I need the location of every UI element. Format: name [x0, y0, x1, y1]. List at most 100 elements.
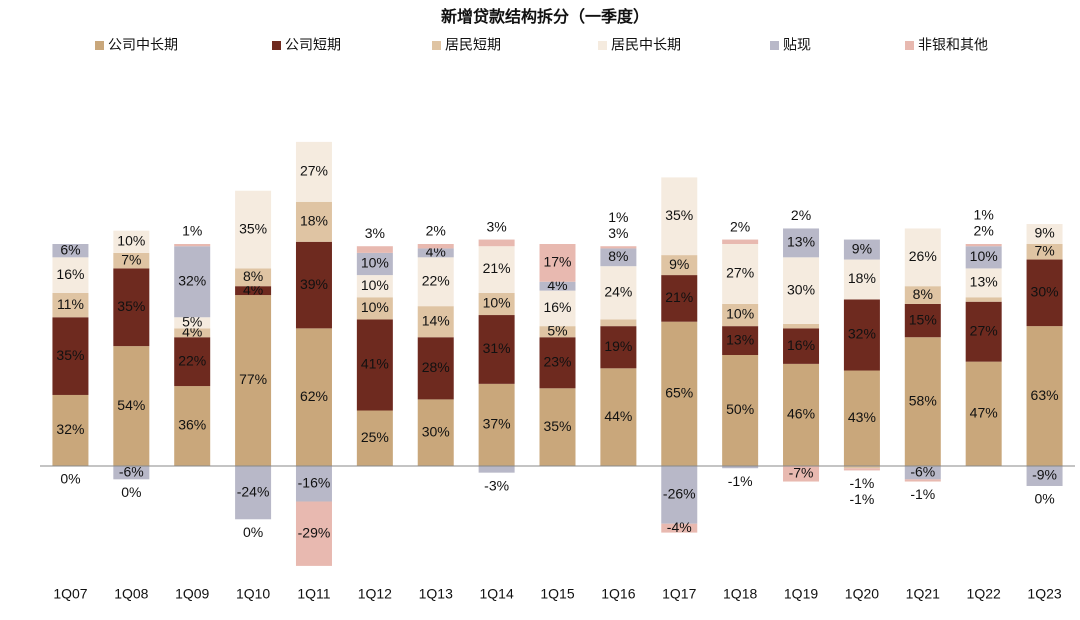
- bar-segment: [113, 346, 150, 466]
- bar-segment: [174, 244, 211, 247]
- data-label: -4%: [667, 519, 692, 535]
- data-label: 2%: [974, 223, 994, 239]
- data-label: 18%: [300, 213, 328, 229]
- data-label: 16%: [787, 337, 815, 353]
- data-label: 24%: [604, 284, 632, 300]
- data-label: 8%: [243, 268, 263, 284]
- bar-segment: [356, 252, 393, 276]
- bar-segment: [174, 317, 211, 329]
- data-label: -1%: [849, 491, 874, 507]
- bar-segment: [600, 248, 637, 267]
- legend-label: 公司中长期: [108, 37, 178, 53]
- data-label: 41%: [361, 356, 389, 372]
- bar-segment: [417, 257, 454, 307]
- data-label: 27%: [300, 163, 328, 179]
- bar-segment: [539, 388, 576, 466]
- bar-segment: [965, 297, 1002, 302]
- data-label: 16%: [56, 266, 84, 282]
- legend-swatch: [770, 41, 779, 50]
- x-tick-label: 1Q07: [53, 586, 87, 602]
- data-label: 15%: [909, 311, 937, 327]
- bar-segment: [478, 246, 515, 293]
- data-label: 8%: [608, 248, 628, 264]
- data-label: 10%: [483, 295, 511, 311]
- data-label: 13%: [726, 331, 754, 347]
- legend-label: 贴现: [783, 37, 811, 53]
- bar-segment: [52, 257, 89, 293]
- data-label: 7%: [121, 251, 141, 267]
- bar-segment: [843, 299, 880, 371]
- bar-segment: [1026, 244, 1063, 260]
- data-label: 10%: [361, 277, 389, 293]
- data-label: 2%: [730, 218, 750, 234]
- data-label: 39%: [300, 276, 328, 292]
- bar-segment: [600, 368, 637, 466]
- bar-segment: [661, 523, 698, 533]
- bar-segment: [600, 326, 637, 369]
- data-label: 44%: [604, 408, 632, 424]
- data-label: -1%: [728, 473, 753, 489]
- data-label: 2%: [791, 207, 811, 223]
- data-label: -7%: [789, 464, 814, 480]
- data-label: 3%: [487, 218, 507, 234]
- chart-title: 新增贷款结构拆分（一季度）: [441, 7, 649, 26]
- data-label: 23%: [543, 353, 571, 369]
- data-label: 7%: [1034, 242, 1054, 258]
- bar-segment: [783, 328, 820, 364]
- data-label: 10%: [361, 299, 389, 315]
- bar-segment: [356, 319, 393, 411]
- bar-segment: [235, 286, 272, 296]
- bar-segment: [783, 466, 820, 482]
- bar-segment: [843, 259, 880, 300]
- data-label: 11%: [57, 296, 84, 312]
- data-label: 30%: [1031, 284, 1059, 300]
- data-label: 13%: [787, 234, 815, 250]
- bar-segment: [600, 266, 637, 320]
- bar-segment: [843, 468, 880, 471]
- bar-segment: [722, 239, 759, 244]
- data-label: 35%: [117, 298, 145, 314]
- bar-segment: [52, 292, 89, 318]
- data-label: 10%: [117, 232, 145, 248]
- x-tick-label: 1Q08: [114, 586, 148, 602]
- bar-segment: [843, 370, 880, 466]
- bar-segment: [235, 268, 272, 287]
- bar-segment: [295, 141, 332, 202]
- bar-segment: [904, 479, 941, 482]
- bar-segment: [1026, 466, 1063, 486]
- bar-segment: [539, 244, 576, 282]
- data-label: 1%: [974, 207, 994, 223]
- bar-segment: [722, 244, 759, 304]
- legend-swatch: [272, 41, 281, 50]
- bar-segment: [1026, 259, 1063, 327]
- data-label: -1%: [910, 486, 935, 502]
- bar-segment: [295, 241, 332, 329]
- bar-segment: [600, 319, 637, 327]
- x-tick-label: 1Q14: [479, 586, 513, 602]
- data-label: 0%: [121, 484, 141, 500]
- data-label: -24%: [237, 483, 270, 499]
- bar-segment: [235, 466, 272, 520]
- data-label: 3%: [608, 225, 628, 241]
- data-label: 21%: [665, 289, 693, 305]
- x-tick-label: 1Q20: [845, 586, 879, 602]
- bar-segment: [722, 326, 759, 355]
- data-label: 5%: [547, 322, 567, 338]
- data-label: 0%: [60, 471, 80, 487]
- data-label: 19%: [604, 338, 632, 354]
- data-label: 32%: [848, 326, 876, 342]
- data-label: -26%: [663, 486, 696, 502]
- bar-segment: [1026, 326, 1063, 466]
- bar-segment: [356, 246, 393, 253]
- data-label: 35%: [665, 207, 693, 223]
- bar-segment: [965, 246, 1002, 269]
- bar-segment: [722, 466, 759, 469]
- data-label: -16%: [298, 474, 331, 490]
- bar-segment: [539, 281, 576, 291]
- data-label: 8%: [913, 286, 933, 302]
- data-label: 22%: [178, 352, 206, 368]
- data-label: 5%: [182, 314, 202, 330]
- data-label: 32%: [56, 421, 84, 437]
- bar-segment: [965, 244, 1002, 247]
- bar-segment: [295, 201, 332, 242]
